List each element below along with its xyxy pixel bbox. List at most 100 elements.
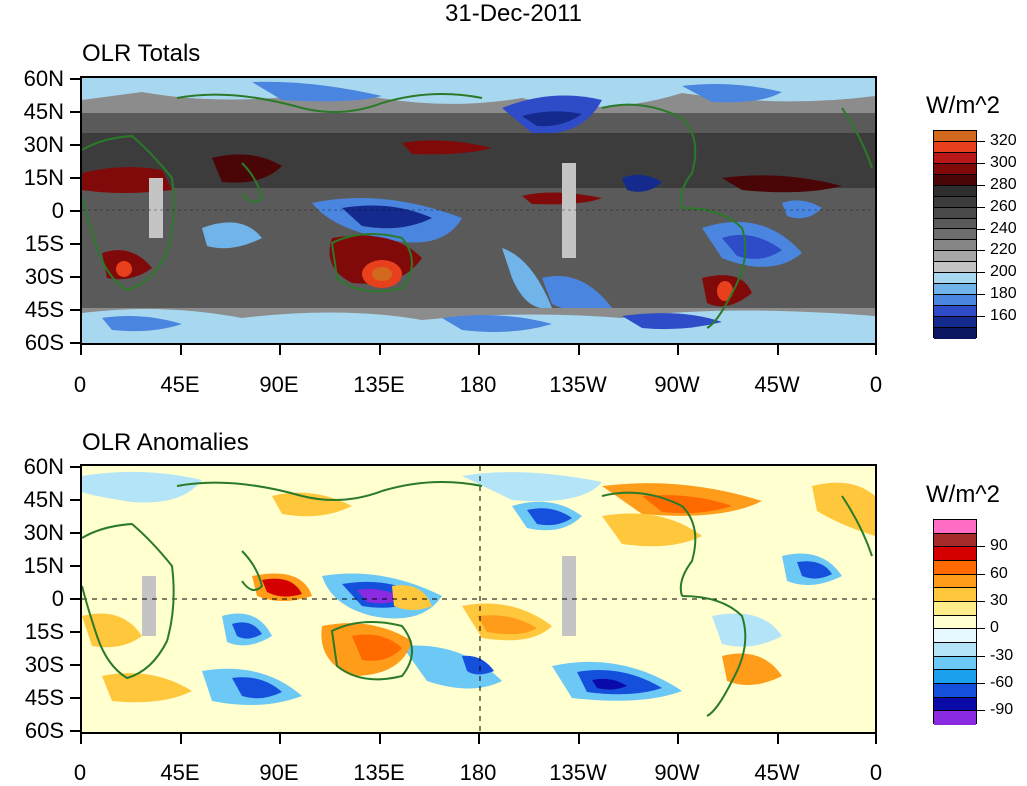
lat-tick bbox=[70, 631, 80, 633]
colorbar-swatch bbox=[934, 152, 976, 164]
colorbar-swatch bbox=[934, 174, 976, 186]
colorbar-label: 240 bbox=[990, 219, 1017, 237]
lon-tick bbox=[379, 345, 381, 355]
colorbar-swatch bbox=[934, 629, 976, 643]
lon-label: 135W bbox=[549, 760, 607, 785]
colorbar-swatch bbox=[934, 196, 976, 208]
colorbar-swatch bbox=[934, 642, 976, 657]
colorbar-label: -60 bbox=[990, 674, 1014, 691]
lat-tick bbox=[70, 342, 80, 344]
colorbar-label: 60 bbox=[990, 564, 1008, 582]
colorbar-tick bbox=[977, 228, 985, 230]
colorbar-label: 30 bbox=[990, 592, 1008, 609]
colorbar-label: 200 bbox=[990, 263, 1017, 281]
colorbar-label: 220 bbox=[990, 241, 1017, 259]
colorbar-swatch bbox=[934, 262, 976, 274]
colorbar-swatch bbox=[934, 316, 976, 328]
colorbar-tick bbox=[977, 546, 985, 548]
colorbar-swatch bbox=[934, 141, 976, 153]
colorbar-swatch bbox=[934, 711, 976, 725]
colorbar-tick bbox=[977, 206, 985, 208]
olr-totals-field bbox=[82, 78, 875, 343]
lat-label: 0 bbox=[51, 198, 64, 223]
colorbar-swatch bbox=[934, 295, 976, 306]
colorbar-label: 260 bbox=[990, 197, 1017, 215]
colorbar-swatch bbox=[934, 560, 976, 575]
lat-tick bbox=[70, 697, 80, 699]
lat-label: 60N bbox=[23, 454, 64, 479]
colorbar-swatch bbox=[934, 273, 976, 285]
legend-unit-anomalies: W/m^2 bbox=[926, 481, 1000, 508]
lat-tick bbox=[70, 276, 80, 278]
lat-label: 30N bbox=[23, 520, 64, 545]
olr-anomalies-field bbox=[82, 466, 875, 732]
lat-label: 45S bbox=[24, 685, 64, 710]
lon-label: 0 bbox=[869, 760, 883, 785]
map-anomalies[interactable] bbox=[80, 464, 877, 734]
colorbar-tick bbox=[977, 683, 985, 684]
lon-label: 90W bbox=[654, 760, 700, 785]
lon-tick bbox=[777, 345, 779, 355]
colorbar-swatch bbox=[934, 240, 976, 252]
colorbar-swatch bbox=[934, 229, 976, 241]
lat-tick bbox=[70, 243, 80, 245]
colorbar-swatch bbox=[934, 218, 976, 230]
lon-label: 135W bbox=[549, 372, 607, 397]
lon-label: 45E bbox=[160, 372, 200, 397]
lon-label: 45E bbox=[160, 760, 200, 785]
panel-title-anomalies: OLR Anomalies bbox=[82, 429, 249, 456]
colorbar-swatch bbox=[934, 185, 976, 197]
colorbar-label: 280 bbox=[990, 175, 1017, 193]
colorbar-swatch bbox=[934, 520, 976, 534]
lon-tick bbox=[578, 345, 580, 355]
colorbar-tick bbox=[977, 162, 985, 164]
lon-tick bbox=[777, 734, 779, 744]
lat-label: 0 bbox=[51, 586, 64, 611]
lat-label: 30N bbox=[23, 132, 64, 157]
colorbar-swatch bbox=[934, 533, 976, 548]
colorbar-swatch bbox=[934, 251, 976, 263]
colorbar-label: -90 bbox=[990, 701, 1014, 719]
lat-label: 15N bbox=[23, 165, 64, 190]
colorbar-tick bbox=[977, 655, 985, 657]
lat-tick bbox=[70, 78, 80, 80]
lat-label: 60S bbox=[24, 718, 64, 743]
lon-tick bbox=[80, 345, 82, 355]
lon-label: 90E bbox=[259, 760, 299, 785]
coastlines bbox=[82, 481, 873, 717]
colorbar-swatch bbox=[934, 207, 976, 219]
colorbar-swatch bbox=[934, 683, 976, 698]
lon-label: 90E bbox=[259, 372, 299, 397]
lon-label: 180 bbox=[459, 760, 497, 785]
colorbar-swatch bbox=[934, 327, 976, 339]
lat-tick bbox=[70, 565, 80, 567]
lon-label: 180 bbox=[459, 372, 497, 397]
lat-tick bbox=[70, 730, 80, 732]
lat-label: 15S bbox=[24, 231, 64, 256]
lon-tick bbox=[578, 734, 580, 744]
colorbar-swatch bbox=[934, 601, 976, 616]
lon-tick bbox=[180, 345, 182, 355]
colorbar-swatch bbox=[934, 131, 976, 142]
colorbar-tick bbox=[977, 140, 985, 142]
colorbar-tick bbox=[977, 316, 985, 318]
lon-label: 0 bbox=[869, 372, 883, 397]
colorbar-swatch bbox=[934, 670, 976, 684]
lat-label: 45S bbox=[24, 297, 64, 322]
map-totals[interactable] bbox=[80, 76, 877, 345]
lon-tick bbox=[80, 734, 82, 744]
lat-tick bbox=[70, 210, 80, 212]
colorbar-tick bbox=[977, 710, 985, 712]
colorbar-tick bbox=[977, 628, 985, 630]
lon-tick bbox=[279, 734, 281, 744]
lat-tick bbox=[70, 499, 80, 501]
colorbar-swatch bbox=[934, 306, 976, 317]
colorbar-swatch bbox=[934, 574, 976, 589]
colorbar-swatch bbox=[934, 615, 976, 630]
colorbar-label: 0 bbox=[990, 619, 999, 637]
lon-tick bbox=[478, 734, 480, 744]
lat-label: 30S bbox=[24, 652, 64, 677]
page-title: 31-Dec-2011 bbox=[445, 0, 582, 27]
colorbar-label: 180 bbox=[990, 285, 1017, 303]
lon-tick bbox=[478, 345, 480, 355]
